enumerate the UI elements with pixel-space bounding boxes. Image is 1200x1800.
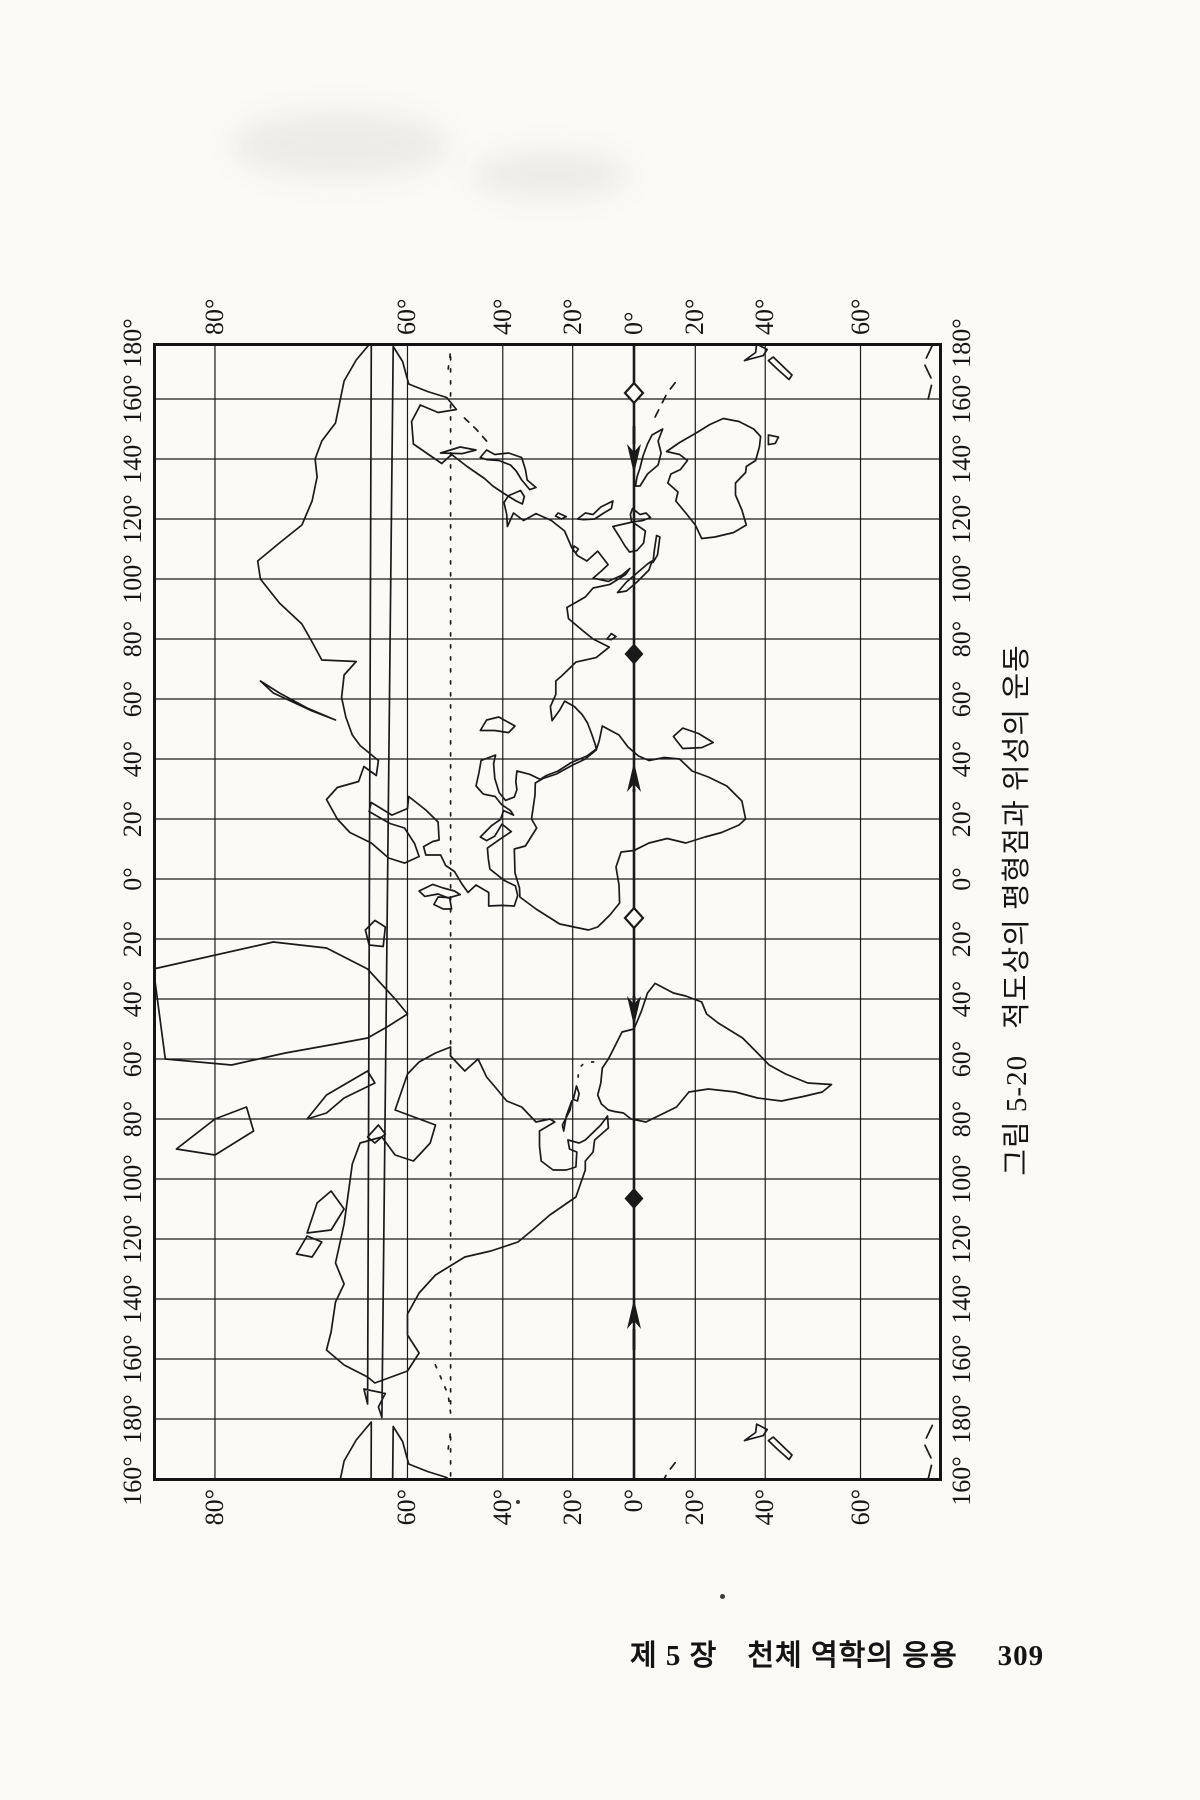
latitude-label: 60° bbox=[845, 298, 875, 335]
longitude-label: 120° bbox=[118, 494, 147, 544]
longitude-label: 80° bbox=[118, 620, 147, 658]
map-svg bbox=[153, 343, 942, 1481]
scan-speck bbox=[720, 1594, 725, 1599]
footer-page-number: 309 bbox=[997, 1640, 1045, 1672]
longitude-label: 120° bbox=[947, 494, 976, 544]
longitude-label: 120° bbox=[118, 1214, 147, 1264]
latitude-label: 20° bbox=[680, 298, 710, 335]
longitude-label: 180° bbox=[118, 1394, 147, 1444]
longitude-label: 160° bbox=[118, 1456, 147, 1506]
latitude-axis-left: 80° 60° 40° 20° 0° 20° 40° 60° bbox=[153, 1483, 942, 1527]
longitude-label: 80° bbox=[118, 1100, 147, 1138]
latitude-label: 20° bbox=[557, 298, 587, 335]
latitude-label: 60° bbox=[845, 1489, 875, 1526]
footer-chapter: 제 5 장 bbox=[630, 1640, 718, 1672]
latitude-label: 0° bbox=[619, 311, 648, 335]
latitude-label: 60° bbox=[392, 298, 422, 335]
map-coastlines bbox=[153, 343, 934, 1481]
longitude-label: 80° bbox=[947, 620, 976, 658]
figure-caption-number: 그림 5-20 bbox=[1001, 1054, 1033, 1176]
longitude-label: 180° bbox=[947, 1394, 976, 1444]
latitude-label: 40° bbox=[487, 298, 517, 335]
scan-smudge bbox=[470, 150, 630, 200]
longitude-label: 160° bbox=[947, 1334, 976, 1384]
longitude-label: 60° bbox=[947, 680, 976, 718]
latitude-label: 40° bbox=[750, 1489, 780, 1526]
figure-caption-text: 적도상의 평형점과 위성의 운동 bbox=[1001, 644, 1033, 1029]
longitude-label: 100° bbox=[118, 1154, 147, 1204]
longitude-label: 140° bbox=[947, 1274, 976, 1324]
longitude-label: 140° bbox=[947, 434, 976, 484]
longitude-axis-bottom: 160° 180° 160° 140° 120° 100° 80° 60° 40° 20° 0° 20… bbox=[947, 318, 992, 1505]
scan-speck bbox=[516, 1500, 520, 1504]
longitude-axis-top: 160° 180° 160° 140° 120° 100° 80° 60° 40° 20° 0° 20… bbox=[109, 318, 153, 1505]
longitude-label: 20° bbox=[947, 800, 976, 838]
footer-section-title: 천체 역학의 응용 bbox=[747, 1640, 958, 1672]
longitude-label: 40° bbox=[118, 980, 147, 1018]
latitude-label: 60° bbox=[392, 1489, 422, 1526]
latitude-label: 80° bbox=[199, 298, 229, 335]
longitude-label: 160° bbox=[947, 1456, 976, 1506]
longitude-label: 0° bbox=[947, 867, 976, 891]
longitude-label: 100° bbox=[947, 554, 976, 604]
longitude-label: 140° bbox=[118, 434, 147, 484]
longitude-label: 120° bbox=[947, 1214, 976, 1264]
page-footer: 제 5 장 천체 역학의 응용 309 bbox=[630, 1632, 1044, 1674]
longitude-label: 60° bbox=[118, 1040, 147, 1078]
latitude-label: 80° bbox=[199, 1489, 229, 1526]
longitude-label: 40° bbox=[118, 740, 147, 778]
longitude-label: 100° bbox=[118, 554, 147, 604]
latitude-label: 0° bbox=[619, 1489, 648, 1513]
map-frame bbox=[153, 343, 942, 1481]
longitude-label: 160° bbox=[947, 374, 976, 424]
longitude-label: 0° bbox=[118, 867, 147, 891]
longitude-label: 100° bbox=[947, 1154, 976, 1204]
latitude-label: 20° bbox=[557, 1489, 587, 1526]
longitude-label: 180° bbox=[947, 318, 976, 368]
map-graticule bbox=[153, 343, 942, 1481]
figure-caption: 그림 5-20 적도상의 평형점과 위성의 운동 bbox=[993, 293, 1035, 1527]
longitude-label: 80° bbox=[947, 1100, 976, 1138]
scan-smudge bbox=[230, 110, 450, 180]
longitude-label: 40° bbox=[947, 740, 976, 778]
longitude-label: 60° bbox=[118, 680, 147, 718]
longitude-label: 160° bbox=[118, 374, 147, 424]
latitude-axis-right: 80° 60° 40° 20° 0° 20° 40° 60° bbox=[153, 291, 942, 335]
longitude-label: 60° bbox=[947, 1040, 976, 1078]
equator-line-and-markers bbox=[623, 343, 645, 1481]
latitude-label: 20° bbox=[680, 1489, 710, 1526]
longitude-label: 40° bbox=[947, 980, 976, 1018]
longitude-label: 160° bbox=[118, 1334, 147, 1384]
figure-5-20: 160° 180° 160° 140° 120° 100° 80° 60° 40° 20° 0° 20… bbox=[109, 293, 1056, 1527]
longitude-label: 20° bbox=[118, 800, 147, 838]
latitude-label: 40° bbox=[750, 298, 780, 335]
longitude-label: 140° bbox=[118, 1274, 147, 1324]
latitude-label: 40° bbox=[487, 1489, 517, 1526]
longitude-label: 180° bbox=[118, 318, 147, 368]
longitude-label: 20° bbox=[947, 920, 976, 958]
longitude-label: 20° bbox=[118, 920, 147, 958]
